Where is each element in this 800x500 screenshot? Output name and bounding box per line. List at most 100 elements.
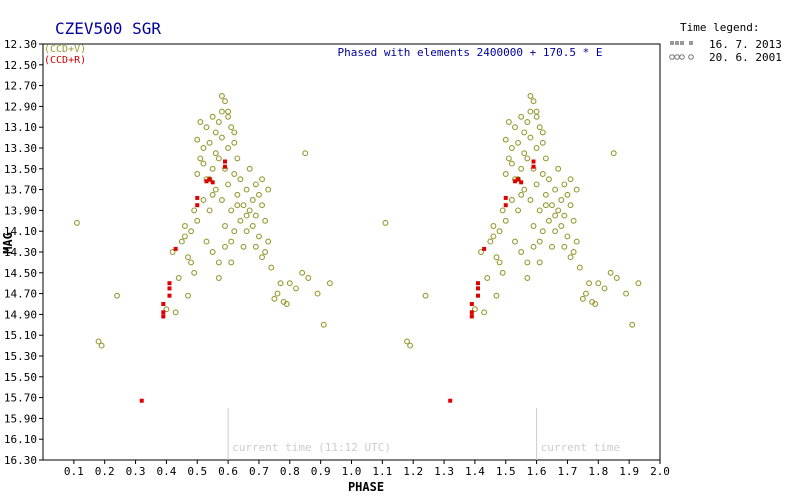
data-point-v bbox=[163, 306, 170, 313]
data-point-v bbox=[197, 155, 204, 162]
data-point-v bbox=[533, 108, 540, 115]
data-point-r bbox=[207, 177, 212, 182]
data-point-v bbox=[567, 202, 574, 209]
data-point-v bbox=[542, 202, 549, 209]
data-point-v bbox=[539, 171, 546, 177]
data-point-v bbox=[524, 155, 531, 162]
data-point-v bbox=[407, 342, 414, 349]
data-point-v bbox=[561, 243, 568, 250]
data-point-v bbox=[493, 254, 500, 261]
data-point-v bbox=[549, 243, 555, 250]
data-point-v bbox=[209, 249, 216, 255]
data-point-r bbox=[210, 180, 215, 185]
data-point-v bbox=[271, 295, 278, 302]
data-point-v bbox=[240, 243, 247, 250]
data-point-v bbox=[502, 217, 509, 224]
data-point-r bbox=[475, 281, 480, 286]
data-point-v bbox=[259, 254, 265, 261]
x-tick-label: 1.0 bbox=[342, 465, 362, 478]
data-point-v bbox=[567, 254, 574, 261]
data-point-v bbox=[222, 223, 228, 229]
data-point-v bbox=[508, 197, 515, 203]
data-point-v bbox=[499, 207, 506, 214]
data-point-v bbox=[530, 243, 537, 250]
data-point-v bbox=[524, 259, 531, 266]
data-point-r bbox=[475, 286, 480, 291]
data-point-v bbox=[194, 136, 201, 143]
data-point-v bbox=[496, 259, 503, 266]
data-point-v bbox=[246, 165, 253, 172]
data-point-v bbox=[218, 93, 225, 99]
data-point-v bbox=[545, 217, 552, 224]
y-tick-label: 16.30 bbox=[4, 454, 37, 467]
x-tick-label: 1.6 bbox=[527, 465, 547, 478]
data-point-v bbox=[542, 191, 549, 198]
data-point-v bbox=[512, 238, 518, 245]
legend-title: Time legend: bbox=[680, 21, 759, 34]
data-point-v bbox=[191, 269, 198, 276]
data-point-v bbox=[320, 321, 327, 328]
data-point-v bbox=[493, 292, 500, 299]
data-point-r bbox=[503, 203, 508, 208]
data-point-v bbox=[545, 176, 552, 183]
legend-entry-2: 20. 6. 2001 bbox=[709, 51, 782, 64]
data-point-v bbox=[512, 124, 518, 131]
data-point-v bbox=[203, 238, 210, 245]
data-point-v bbox=[527, 134, 534, 141]
data-point-r bbox=[173, 246, 178, 251]
x-tick-label: 1.2 bbox=[403, 465, 423, 478]
current-time-label: current time bbox=[541, 441, 620, 454]
data-point-v bbox=[225, 108, 232, 115]
plot-area bbox=[42, 43, 661, 461]
x-tick-label: 1.8 bbox=[588, 465, 608, 478]
filter-label-v: (CCD+V) bbox=[44, 44, 86, 55]
data-point-v bbox=[527, 93, 534, 99]
data-point-r bbox=[469, 302, 474, 306]
data-point-v bbox=[524, 275, 531, 281]
data-point-v bbox=[564, 233, 571, 240]
data-point-v bbox=[481, 309, 488, 316]
data-point-v bbox=[231, 171, 238, 177]
data-point-v bbox=[222, 243, 228, 250]
data-point-v bbox=[471, 306, 478, 313]
data-point-v bbox=[246, 207, 253, 214]
data-point-v bbox=[185, 254, 191, 261]
data-point-v bbox=[212, 129, 219, 136]
x-tick-label: 0.2 bbox=[95, 465, 115, 478]
data-point-r bbox=[482, 246, 487, 251]
data-point-r bbox=[513, 179, 518, 184]
data-point-r bbox=[161, 314, 166, 319]
data-point-v bbox=[169, 249, 176, 255]
x-tick-label: 0.1 bbox=[64, 465, 84, 478]
data-point-r bbox=[469, 314, 474, 319]
data-point-v bbox=[573, 186, 580, 193]
x-tick-label: 0.8 bbox=[280, 465, 300, 478]
x-tick-label: 1.9 bbox=[619, 465, 639, 478]
y-tick-label: 13.10 bbox=[4, 121, 37, 134]
x-tick-label: 0.3 bbox=[126, 465, 146, 478]
data-point-v bbox=[252, 181, 259, 188]
y-tick-label: 14.10 bbox=[4, 225, 37, 238]
data-point-v bbox=[73, 219, 80, 226]
data-point-v bbox=[268, 264, 275, 271]
data-point-v bbox=[215, 119, 222, 125]
data-point-v bbox=[200, 160, 207, 167]
data-point-v bbox=[505, 119, 512, 125]
data-point-r bbox=[531, 164, 536, 169]
data-point-v bbox=[237, 217, 244, 224]
data-point-v bbox=[508, 145, 515, 151]
data-point-v bbox=[234, 155, 241, 162]
data-point-v bbox=[552, 212, 559, 219]
data-point-v bbox=[218, 108, 225, 115]
data-point-v bbox=[539, 228, 546, 235]
data-point-r bbox=[503, 195, 508, 200]
data-point-v bbox=[490, 233, 497, 240]
data-point-v bbox=[558, 197, 565, 203]
data-point-v bbox=[286, 280, 293, 287]
y-tick-label: 13.70 bbox=[4, 184, 37, 197]
x-tick-label: 1.4 bbox=[465, 465, 485, 478]
data-point-v bbox=[243, 228, 250, 235]
data-point-v bbox=[533, 145, 540, 151]
data-point-v bbox=[623, 290, 630, 297]
data-point-r bbox=[519, 180, 524, 185]
